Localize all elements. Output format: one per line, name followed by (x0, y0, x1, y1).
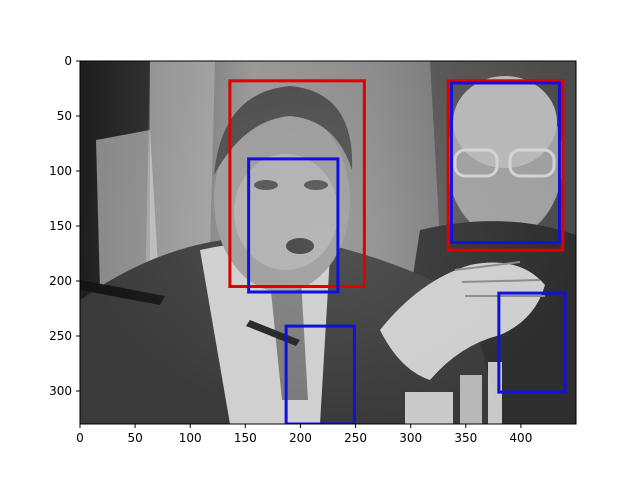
y-tick-label: 0 (64, 54, 72, 68)
photo (80, 61, 576, 424)
x-tick-label: 50 (127, 431, 142, 445)
x-tick-label: 100 (179, 431, 202, 445)
y-axis: 0 50 100 150 200 250 300 (49, 54, 80, 398)
y-tick-label: 150 (49, 219, 72, 233)
y-tick-label: 250 (49, 329, 72, 343)
blue-bounding-box (247, 157, 340, 294)
x-tick-label: 250 (344, 431, 367, 445)
x-tick-label: 300 (399, 431, 422, 445)
blue-bounding-box (497, 291, 567, 394)
axes-frame (79, 60, 577, 425)
blue-bounding-box (284, 324, 356, 424)
x-tick-label: 200 (289, 431, 312, 445)
x-tick-label: 400 (509, 431, 532, 445)
red-bounding-box (446, 79, 565, 252)
x-axis: 0 50 100 150 200 250 300 350 400 (76, 424, 532, 445)
y-tick-label: 200 (49, 274, 72, 288)
x-tick-label: 0 (76, 431, 84, 445)
y-tick-label: 100 (49, 164, 72, 178)
blue-bounding-box (449, 81, 561, 244)
red-bounding-box (228, 79, 366, 288)
y-tick-label: 50 (57, 109, 72, 123)
y-tick-label: 300 (49, 384, 72, 398)
x-tick-label: 350 (454, 431, 477, 445)
bounding-boxes (228, 79, 567, 424)
x-tick-label: 150 (234, 431, 257, 445)
